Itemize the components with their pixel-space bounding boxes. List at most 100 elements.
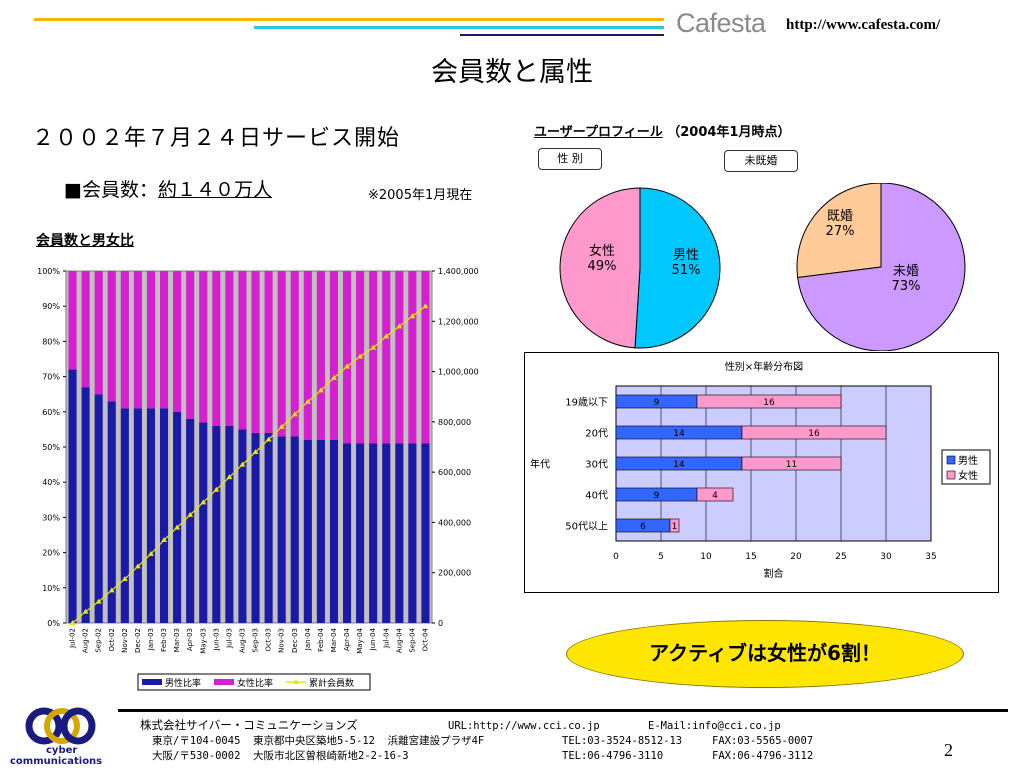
left-chart-label: 会員数と男女比 (36, 233, 134, 249)
service-start: ２００２年７月２４日サービス開始 (32, 126, 401, 151)
x-tick-label: 5 (658, 552, 664, 562)
x-tick-label: Jan-03 (147, 628, 155, 651)
female-ratio-bar (68, 271, 77, 370)
male-ratio-bar (120, 408, 129, 623)
pie-slice-value: 51% (672, 263, 701, 278)
age-chart-title: 性別×年齢分布図 (725, 360, 803, 373)
female-ratio-bar (186, 271, 195, 419)
pie-slice (797, 183, 966, 351)
male-ratio-bar (186, 418, 195, 623)
female-ratio-bar (94, 271, 103, 395)
x-tick-label: Oct-04 (421, 627, 429, 651)
male-ratio-bar (329, 439, 339, 623)
right-tick-label: 1,200,000 (438, 317, 479, 326)
x-tick-label: Jul-04 (382, 627, 390, 648)
male-ratio-bar (173, 411, 182, 623)
male-ratio-bar (303, 439, 312, 623)
member-ratio-chart: 0% 10% 20% 30% 40% 50% 60% 70% 80% 90% 100% 0 200,00… (37, 267, 479, 691)
female-bar-label: 1 (672, 522, 678, 532)
x-tick-label: Nov-03 (278, 628, 286, 653)
x-tick-label: 0 (613, 552, 619, 562)
footer-email[interactable]: E-Mail:info@cci.co.jp (648, 720, 781, 732)
member-count: ■会員数：約１４０万人 (64, 175, 272, 202)
legend-label: 男性比率 (165, 677, 201, 689)
female-ratio-bar (264, 271, 273, 433)
left-tick-label: 0% (47, 619, 60, 628)
female-bar (741, 425, 887, 440)
x-tick-label: 35 (925, 552, 936, 562)
total-members-point (108, 587, 115, 593)
total-members-point (278, 423, 285, 429)
male-ratio-bar (146, 408, 156, 623)
male-ratio-bar (68, 369, 77, 623)
footer-url[interactable]: URL:http://www.cci.co.jp (448, 720, 600, 732)
total-members-point (357, 353, 364, 359)
total-members-line (72, 305, 426, 624)
female-bar-label: 16 (808, 429, 820, 439)
footer-line (118, 709, 1008, 712)
member-prefix: ■会員数： (64, 179, 158, 201)
male-ratio-bar (382, 443, 391, 623)
profile-title-suffix: （2004年1月時点） (667, 125, 791, 140)
total-members-point (147, 550, 154, 556)
x-tick-label: May-03 (199, 628, 207, 654)
y-tick-label: 40代 (585, 490, 608, 502)
pie-slice (559, 187, 641, 349)
chart-legend (137, 673, 371, 691)
male-bar-label: 14 (673, 460, 685, 470)
male-ratio-bar (225, 425, 234, 623)
x-tick-label: Jul-02 (69, 628, 77, 649)
total-members-point (213, 486, 220, 492)
x-tick-label: Feb-03 (160, 628, 168, 652)
left-tick-label: 100% (37, 267, 60, 276)
female-bar-label: 4 (712, 491, 718, 501)
male-ratio-bar (342, 443, 352, 623)
total-members-point (174, 524, 181, 530)
female-bar (669, 518, 680, 533)
total-members-point (95, 598, 102, 604)
total-members-point (187, 511, 194, 517)
male-ratio-bar (408, 443, 417, 623)
total-members-point (330, 374, 337, 380)
male-ratio-bar (199, 422, 208, 623)
right-tick-label: 800,000 (438, 418, 471, 427)
x-tick-label: Apr-04 (343, 627, 351, 651)
female-ratio-bar (342, 271, 352, 444)
right-tick-label: 600,000 (438, 468, 471, 477)
total-members-point (252, 449, 259, 455)
left-tick-label: 20% (42, 549, 60, 558)
legend-swatch (946, 455, 956, 465)
female-ratio-bar (120, 271, 129, 409)
female-ratio-bar (303, 271, 312, 440)
female-ratio-bar (290, 271, 299, 437)
male-ratio-bar (159, 408, 169, 623)
x-tick-label: Jan-04 (304, 627, 312, 651)
male-ratio-bar (421, 443, 430, 623)
member-note: ※2005年1月現在 (368, 188, 473, 203)
member-value: 約１４０万人 (157, 179, 272, 201)
total-members-point (69, 620, 76, 625)
left-tick-label: 90% (42, 302, 60, 311)
y-tick-label: 30代 (585, 459, 608, 471)
x-tick-label: 30 (880, 552, 892, 562)
male-ratio-bar (277, 436, 286, 623)
y-tick-label: 20代 (585, 428, 608, 440)
footer-osaka-fax: FAX:06-4796-3112 (712, 750, 814, 762)
gender-label: 性 別 (538, 148, 602, 170)
footer-osaka-tel: TEL:06-4796-3110 (562, 750, 664, 762)
female-ratio-bar (146, 271, 156, 409)
header-url: http://www.cafesta.com/ (786, 17, 941, 33)
x-axis-title: 割合 (764, 567, 784, 580)
left-tick-label: 30% (42, 513, 60, 522)
y-tick-label: 50代以上 (565, 521, 608, 533)
male-bar-label: 6 (640, 522, 646, 532)
left-tick-label: 60% (42, 408, 60, 417)
female-ratio-bar (107, 271, 116, 402)
x-tick-label: 20 (790, 552, 802, 562)
footer-osaka-address: 大阪/〒530-0002 大阪市北区曽根崎新地2-2-16-3 (152, 750, 409, 762)
male-ratio-bar (133, 408, 142, 623)
total-members-point (226, 474, 233, 480)
x-tick-label: Oct-03 (265, 628, 273, 652)
footer-tokyo-address: 東京/〒104-0045 東京都中央区築地5-5-12 浜離宮建設プラザ4F (152, 735, 485, 747)
total-members-point (317, 387, 324, 393)
